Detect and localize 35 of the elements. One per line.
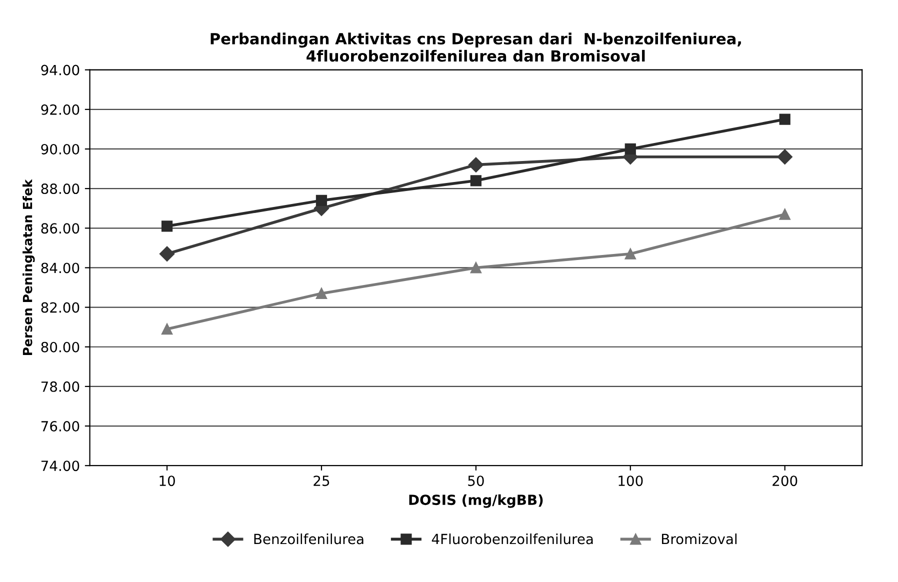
point (316, 194, 328, 206)
y-tick-label: 92.00 (41, 104, 80, 115)
point (470, 175, 482, 186)
x-axis-title: DOSIS (mg/kgBB) (409, 494, 543, 508)
point (777, 149, 792, 164)
y-axis-title: Persen Peningkatan Efek (22, 179, 35, 355)
x-tick-label: 25 (314, 476, 330, 486)
chart-title: Perbandingan Aktivitas cns Depresan dari N-benzoilfeniurea, 4fluorobenzoilfenilurea dan Bromisoval (210, 32, 741, 62)
point (470, 262, 482, 274)
y-tick-label: 88.00 (41, 184, 80, 194)
y-tick-label: 78.00 (41, 381, 80, 392)
point (159, 246, 175, 262)
y-tick-label: 74.00 (41, 460, 80, 472)
y-tick-label: 76.00 (41, 420, 80, 432)
y-tick-label: 80.00 (41, 342, 80, 352)
legend-label: Bromizoval (662, 534, 737, 544)
x-tick-label: 200 (772, 476, 798, 486)
legend-label: 4Fluorobenzoilfenilurea (432, 534, 593, 544)
x-tick-label: 100 (618, 476, 643, 486)
point (161, 220, 173, 232)
point (624, 248, 636, 260)
point (624, 143, 636, 155)
x-tick-label: 50 (468, 476, 484, 486)
point (161, 324, 173, 335)
y-tick-label: 94.00 (41, 64, 80, 76)
y-tick-label: 82.00 (41, 302, 80, 313)
point (779, 114, 790, 125)
legend-label: Benzoilfenilurea (254, 534, 364, 544)
point (468, 157, 484, 172)
point (316, 288, 328, 299)
x-tick-label: 10 (160, 476, 175, 486)
y-tick-label: 90.00 (41, 144, 80, 154)
y-tick-label: 86.00 (41, 223, 80, 234)
y-tick-label: 84.00 (41, 262, 80, 274)
point (779, 208, 790, 220)
